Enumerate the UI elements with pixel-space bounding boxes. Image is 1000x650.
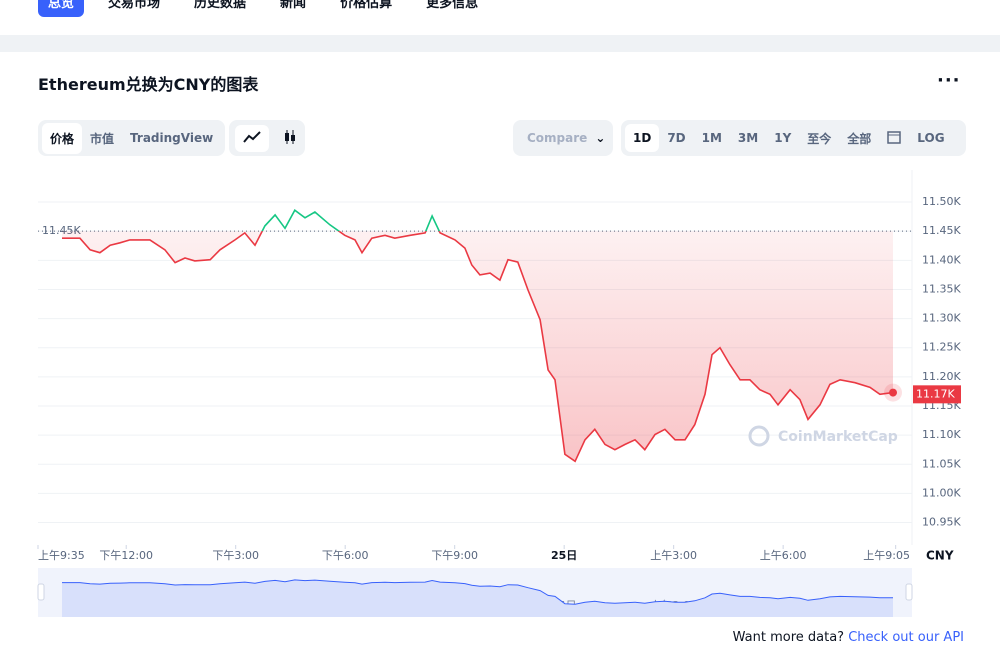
range-tab[interactable]: 1M [701, 131, 722, 145]
navigator-tick-label: 上午3:00 [650, 599, 697, 612]
y-tick-label: 11.15K [922, 399, 961, 412]
footer: Want more data? Check out our API [733, 630, 964, 645]
x-tick-label: 上午6:00 [760, 549, 807, 562]
nav: 总览 交易市场 历史数据 新闻 价格估算 更多信息 [38, 0, 502, 17]
price-line [62, 231, 894, 463]
calendar-button[interactable] [879, 123, 909, 154]
navigator-handle [37, 583, 45, 601]
y-tick-label: 11.40K [922, 253, 961, 266]
y-tick-label: 11.25K [922, 341, 961, 354]
area-fill [62, 231, 893, 462]
compare-label: Compare [527, 131, 588, 145]
navigator-line [62, 579, 894, 605]
navigator-tick-label: 下午12:00 [99, 599, 153, 612]
view-tab[interactable]: TradingView [130, 131, 214, 145]
range-tabs: 1D 7D 1M 3M 1Y 至今 全部 LOG [621, 120, 966, 156]
nav-item[interactable]: 更多信息 [426, 0, 479, 11]
y-tick-label: 11.05K [922, 457, 961, 470]
y-tick-label: 11.10K [922, 428, 961, 441]
x-tick-label: 下午6:00 [322, 549, 369, 562]
x-tick-label: 下午12:00 [99, 549, 153, 562]
more-menu[interactable]: ··· [937, 70, 961, 91]
nav-item[interactable]: 新闻 [280, 0, 307, 11]
view-tab[interactable]: 价格 [42, 122, 83, 154]
range-tab[interactable]: 1D [625, 124, 660, 152]
navigator-tick-label: 下午6:00 [322, 599, 369, 612]
navigator-area [61, 579, 894, 617]
x-tick-label: 下午9:00 [431, 549, 478, 562]
reference-label: 11.45K [42, 224, 81, 237]
navigator-bg [38, 568, 912, 617]
range-tab[interactable]: 3M [737, 131, 759, 145]
nav-item[interactable]: 价格估算 [340, 0, 393, 11]
footer-text: Want more data? [732, 630, 845, 645]
candle-chart-button[interactable] [279, 124, 301, 153]
y-tick-label: 11.50K [922, 195, 961, 208]
range-tab[interactable]: 1Y [774, 131, 792, 145]
y-tick-label: 11.30K [922, 312, 961, 325]
range-tab[interactable]: 7D [667, 131, 686, 145]
line-chart-button[interactable] [235, 124, 269, 152]
navigator-tick-label: 25日 [552, 599, 577, 612]
y-tick-label: 11.35K [922, 282, 961, 295]
last-point-halo [884, 383, 902, 402]
y-tick-label: 10.95K [922, 516, 961, 529]
y-tick-label: 11.20K [922, 370, 961, 383]
watermark-logo [748, 425, 770, 447]
price-line-up [261, 209, 441, 232]
chart-type-tabs [229, 120, 305, 156]
last-price-tag [913, 385, 961, 404]
x-tick-label: 上午9:35 [38, 549, 85, 562]
x-tick-label: 25日 [551, 549, 577, 562]
navigator-tick-label: 下午3:00 [212, 599, 259, 612]
y-tick-label: 11.00K [922, 486, 961, 499]
y-tick-label: 11.45K [922, 224, 961, 237]
view-tab[interactable]: 市值 [90, 131, 115, 146]
nav-item[interactable]: 总览 [38, 0, 85, 17]
x-tick-label: 下午3:00 [212, 549, 259, 562]
divider [0, 35, 1000, 52]
x-tick-label: 上午9:05 [863, 549, 910, 562]
last-price-label: 11.17K [916, 387, 955, 400]
navigator-tick-label: 上午6:00 [760, 599, 807, 612]
log-toggle[interactable]: LOG [917, 131, 945, 145]
api-link[interactable]: Check out our API [848, 630, 964, 645]
watermark: CoinMarketCap [778, 429, 898, 445]
view-tabs: 价格 市值 TradingView [38, 120, 226, 156]
currency-label: CNY [926, 549, 954, 563]
chart-heading: Ethereum兑换为CNY的图表 [38, 75, 259, 94]
last-point [889, 388, 897, 397]
nav-item[interactable]: 交易市场 [108, 0, 161, 11]
range-tab[interactable]: 至今 [807, 131, 832, 146]
navigator-handle [905, 583, 913, 601]
range-tab[interactable]: 全部 [847, 131, 872, 146]
navigator-tick-label: 下午9:00 [431, 599, 478, 612]
nav-item[interactable]: 历史数据 [194, 0, 247, 11]
compare-dropdown[interactable]: Compare ⌄ [513, 120, 613, 156]
x-tick-label: 上午3:00 [650, 549, 697, 562]
